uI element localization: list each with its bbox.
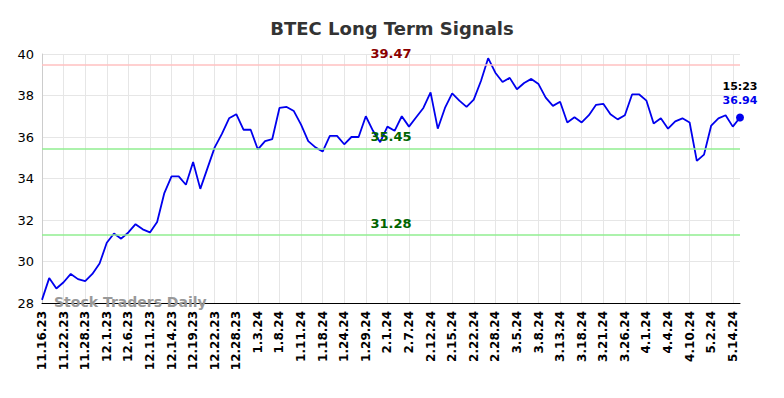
svg-text:2.7.24: 2.7.24 <box>402 311 416 354</box>
svg-text:12.6.23: 12.6.23 <box>121 311 135 362</box>
svg-text:1.29.24: 1.29.24 <box>359 311 373 362</box>
svg-text:40: 40 <box>17 47 34 62</box>
svg-text:1.18.24: 1.18.24 <box>316 311 330 362</box>
svg-text:39.47: 39.47 <box>370 46 411 61</box>
svg-text:11.28.23: 11.28.23 <box>78 311 92 370</box>
svg-text:3.13.24: 3.13.24 <box>553 311 567 362</box>
svg-text:3.8.24: 3.8.24 <box>532 311 546 354</box>
svg-text:36.94: 36.94 <box>723 94 758 107</box>
svg-text:36: 36 <box>17 130 34 145</box>
svg-text:1.24.24: 1.24.24 <box>337 311 351 362</box>
svg-text:2.15.24: 2.15.24 <box>445 311 459 362</box>
svg-text:12.1.23: 12.1.23 <box>100 311 114 362</box>
svg-text:4.1.24: 4.1.24 <box>639 311 653 354</box>
svg-text:12.19.23: 12.19.23 <box>186 311 200 370</box>
svg-text:5.2.24: 5.2.24 <box>704 311 718 354</box>
svg-text:1.8.24: 1.8.24 <box>272 311 286 354</box>
svg-text:12.11.23: 12.11.23 <box>143 311 157 370</box>
svg-text:2.28.24: 2.28.24 <box>488 311 502 362</box>
svg-text:12.28.23: 12.28.23 <box>229 311 243 370</box>
svg-text:32: 32 <box>17 213 34 228</box>
svg-text:3.26.24: 3.26.24 <box>618 311 632 362</box>
svg-text:28: 28 <box>17 296 34 311</box>
svg-text:5.14.24: 5.14.24 <box>726 311 740 362</box>
svg-text:4.10.24: 4.10.24 <box>683 311 697 362</box>
svg-text:4.4.24: 4.4.24 <box>661 311 675 354</box>
svg-text:30: 30 <box>17 254 34 269</box>
svg-text:38: 38 <box>17 88 34 103</box>
svg-text:2.12.24: 2.12.24 <box>424 311 438 362</box>
svg-text:11.22.23: 11.22.23 <box>57 311 71 370</box>
svg-text:2.1.24: 2.1.24 <box>380 311 394 354</box>
svg-text:3.5.24: 3.5.24 <box>510 311 524 354</box>
svg-text:3.18.24: 3.18.24 <box>575 311 589 362</box>
svg-text:35.45: 35.45 <box>370 129 411 144</box>
svg-text:3.21.24: 3.21.24 <box>596 311 610 362</box>
svg-text:BTEC Long Term Signals: BTEC Long Term Signals <box>270 18 513 39</box>
svg-text:1.11.24: 1.11.24 <box>294 311 308 362</box>
svg-text:12.22.23: 12.22.23 <box>208 311 222 370</box>
svg-text:34: 34 <box>17 171 34 186</box>
svg-text:1.3.24: 1.3.24 <box>251 311 265 354</box>
svg-text:11.16.23: 11.16.23 <box>35 311 49 370</box>
svg-text:15:23: 15:23 <box>722 80 757 93</box>
svg-text:31.28: 31.28 <box>370 216 411 231</box>
svg-text:12.14.23: 12.14.23 <box>165 311 179 370</box>
svg-text:Stock Traders Daily: Stock Traders Daily <box>54 294 207 310</box>
svg-text:2.22.24: 2.22.24 <box>467 311 481 362</box>
